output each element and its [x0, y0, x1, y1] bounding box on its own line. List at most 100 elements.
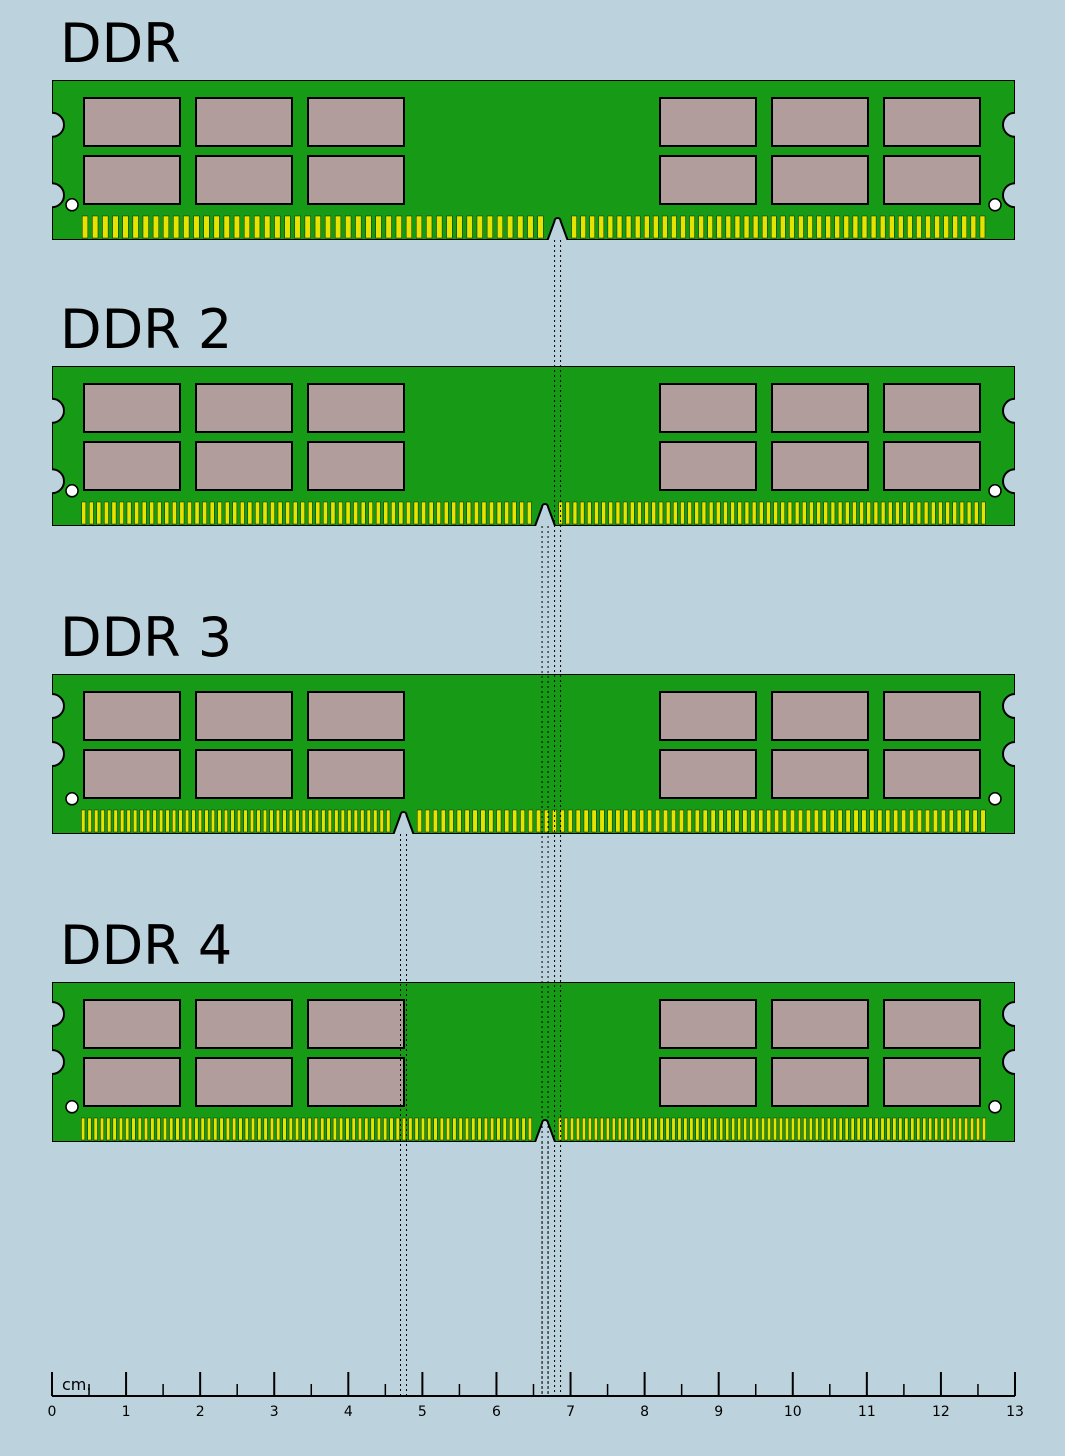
- ddr1-mounting-hole: [66, 199, 78, 211]
- ddr1-pin: [617, 216, 622, 238]
- ddr2-chip: [660, 384, 756, 432]
- ddr3-pin: [166, 810, 170, 832]
- ddr4-pin: [648, 1118, 651, 1140]
- ddr2-chip: [196, 384, 292, 432]
- ddr1-pin: [662, 216, 667, 238]
- ddr1-pin: [871, 216, 876, 238]
- ddr1-pin: [204, 216, 210, 238]
- ddr1-pin: [335, 216, 341, 238]
- ddr2-pin: [361, 502, 365, 524]
- ddr2-pin: [860, 502, 864, 524]
- ddr3-pin: [767, 810, 771, 832]
- ddr4-pin: [132, 1118, 135, 1140]
- ddr2-pin: [301, 502, 305, 524]
- ddr2-pin: [831, 502, 835, 524]
- ddr1-pin: [608, 216, 613, 238]
- ddr3-label: DDR 3: [60, 606, 232, 669]
- ddr2-pin: [953, 502, 957, 524]
- ddr1-pin: [224, 216, 230, 238]
- ddr2-pin: [731, 502, 735, 524]
- ddr1-pin: [376, 216, 382, 238]
- ddr2-chip: [84, 384, 180, 432]
- ruler-tick-label: 11: [858, 1404, 876, 1420]
- ddr3-pin: [624, 810, 628, 832]
- ddr4-pin: [594, 1118, 597, 1140]
- ddr4-chip: [772, 1000, 868, 1048]
- ddr4-pin: [352, 1118, 355, 1140]
- ddr3-pin: [367, 810, 371, 832]
- ddr2-pin: [172, 502, 176, 524]
- ddr2-chip: [308, 442, 404, 490]
- ddr3-pin: [727, 810, 731, 832]
- ddr3-pin: [949, 810, 953, 832]
- ddr3-pin: [917, 810, 921, 832]
- ddr1-chip: [308, 156, 404, 204]
- ruler-tick-label: 1: [122, 1404, 131, 1420]
- ddr3-pin: [465, 810, 469, 832]
- ddr1-pin: [907, 216, 912, 238]
- ddr4-pin: [702, 1118, 705, 1140]
- ddr3-pin: [560, 810, 564, 832]
- ddr3-pin: [528, 810, 532, 832]
- ddr4-pin: [88, 1118, 91, 1140]
- ddr3-pin: [250, 810, 254, 832]
- ddr1-pin: [82, 216, 88, 238]
- ddr1-pin: [980, 216, 985, 238]
- ddr3-pin: [957, 810, 961, 832]
- ddr2-pin: [338, 502, 342, 524]
- ddr1-pin: [194, 216, 200, 238]
- ddr4-pin: [144, 1118, 147, 1140]
- ddr1-pin: [133, 216, 139, 238]
- ddr4-pin: [588, 1118, 591, 1140]
- ddr2-pin: [609, 502, 613, 524]
- ddr3-pin: [276, 810, 280, 832]
- ddr2-pin: [781, 502, 785, 524]
- ddr2-pin: [354, 502, 358, 524]
- ddr2-pin: [263, 502, 267, 524]
- ddr2-pin: [459, 502, 463, 524]
- ddr4-pin: [333, 1118, 336, 1140]
- ddr4-pin: [176, 1118, 179, 1140]
- ddr4-pin: [327, 1118, 330, 1140]
- ddr4-pin: [714, 1118, 717, 1140]
- ddr2-pin: [489, 502, 493, 524]
- ddr3-pin: [449, 810, 453, 832]
- ddr2-pin: [248, 502, 252, 524]
- ruler-tick-label: 5: [418, 1404, 427, 1420]
- ddr1-pin: [396, 216, 402, 238]
- ddr2-pin: [520, 502, 524, 524]
- ddr3-pin: [632, 810, 636, 832]
- ddr3-pin: [552, 810, 556, 832]
- ddr4-pin: [618, 1118, 621, 1140]
- ddr2-pin: [559, 502, 563, 524]
- ddr4-chip: [196, 1000, 292, 1048]
- ddr4-chip: [196, 1058, 292, 1106]
- ddr4-pin: [779, 1118, 782, 1140]
- ddr2-pin: [888, 502, 892, 524]
- ddr1-pin: [467, 216, 473, 238]
- ddr4-pin: [881, 1118, 884, 1140]
- ddr4-pin: [833, 1118, 836, 1140]
- ddr3-pin: [315, 810, 319, 832]
- ddr4-pin: [958, 1118, 961, 1140]
- ddr3-pin: [584, 810, 588, 832]
- ddr3-pin: [224, 810, 228, 832]
- ddr4-pin: [170, 1118, 173, 1140]
- ddr2-pin: [195, 502, 199, 524]
- ddr1-pin: [590, 216, 595, 238]
- ddr4-pin: [857, 1118, 860, 1140]
- ddr4-label: DDR 4: [60, 914, 232, 977]
- ddr1-pin: [507, 216, 513, 238]
- ddr1-pin: [244, 216, 250, 238]
- ddr4-pin: [738, 1118, 741, 1140]
- ddr2-pin: [645, 502, 649, 524]
- ddr4-pin: [201, 1118, 204, 1140]
- ddr4-pin: [516, 1118, 519, 1140]
- ddr1-chip: [772, 156, 868, 204]
- ddr4-pin: [421, 1118, 424, 1140]
- ddr4-pin: [321, 1118, 324, 1140]
- ddr1-pin: [690, 216, 695, 238]
- ddr1-pin: [926, 216, 931, 238]
- ddr3-pin: [798, 810, 802, 832]
- ddr1-pin: [944, 216, 949, 238]
